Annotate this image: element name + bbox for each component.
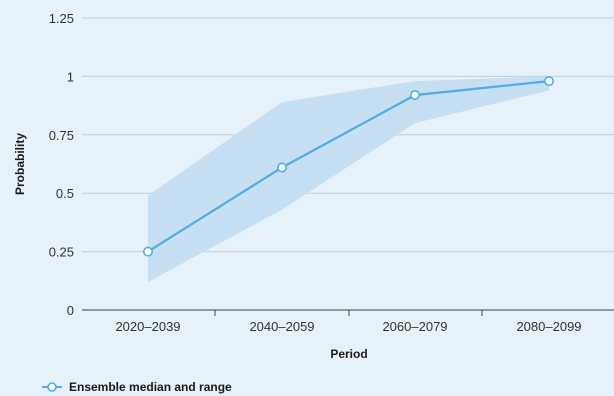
- x-tick-label: 2040–2059: [249, 319, 314, 334]
- y-tick-label: 1: [67, 69, 74, 84]
- median-point: [409, 90, 420, 101]
- x-axis: [82, 309, 614, 316]
- median-point: [143, 246, 154, 257]
- y-tick-label: 1.25: [49, 11, 74, 26]
- range-band: [148, 76, 549, 283]
- median-point: [276, 162, 287, 173]
- legend-label: Ensemble median and range: [69, 380, 232, 394]
- legend: Ensemble median and range: [42, 380, 232, 394]
- y-tick-label: 0.5: [56, 186, 74, 201]
- y-tick-label: 0.75: [49, 128, 74, 143]
- y-tick-labels: 0 0.25 0.5 0.75 1 1.25: [49, 11, 74, 318]
- median-line: [147, 80, 550, 253]
- legend-marker-icon: [47, 382, 57, 392]
- median-point: [543, 76, 554, 87]
- range-band-layer: [148, 76, 549, 283]
- x-tick-label: 2060–2079: [382, 319, 447, 334]
- x-axis-label: Period: [330, 347, 367, 361]
- x-tick-label: 2080–2099: [516, 319, 581, 334]
- x-tick-labels: 2020–2039 2040–2059 2060–2079 2080–2099: [115, 319, 581, 334]
- y-tick-label: 0: [67, 303, 74, 318]
- y-tick-label: 0.25: [49, 245, 74, 260]
- median-points: [143, 76, 554, 257]
- median-line-layer: [147, 80, 550, 253]
- y-axis-label: Probability: [13, 133, 27, 195]
- x-tick-label: 2020–2039: [115, 319, 180, 334]
